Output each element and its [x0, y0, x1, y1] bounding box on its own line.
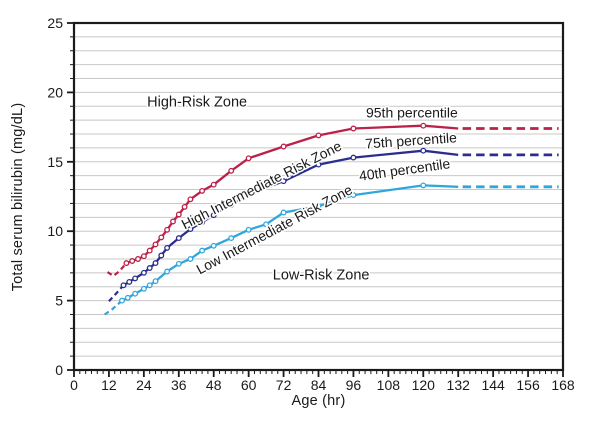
- data-point-marker: [146, 265, 153, 271]
- x-tick-label: 48: [206, 377, 222, 393]
- x-tick-label: 96: [346, 377, 362, 393]
- x-tick-label: 144: [481, 377, 505, 393]
- data-point-marker: [210, 181, 217, 188]
- data-point-marker: [135, 256, 141, 262]
- series-95th-percentile: [106, 122, 559, 278]
- data-point-marker: [119, 297, 125, 304]
- annotations: High-Risk Zone High Intermediate Risk Zon…: [146, 93, 460, 285]
- series-40th-leading-dash: [103, 299, 123, 316]
- low-risk-zone-label: Low-Risk Zone: [273, 267, 370, 283]
- data-point-marker: [199, 187, 206, 194]
- series-40th-percentile: [103, 182, 559, 316]
- high-intermediate-risk-zone-label: High Intermediate Risk Zone: [179, 137, 345, 232]
- y-tick-label: 25: [47, 15, 63, 31]
- data-point-marker: [228, 167, 235, 174]
- y-tick-label: 15: [47, 154, 63, 170]
- data-point-marker: [132, 290, 139, 297]
- x-tick-label: 108: [377, 377, 401, 393]
- x-tick-label: 72: [276, 377, 292, 393]
- y-axis-title: Total serum bilirubin (mg/dL): [10, 102, 26, 292]
- high-risk-zone-label: High-Risk Zone: [147, 95, 247, 111]
- y-tick-label: 20: [47, 84, 63, 100]
- series-95th-leading-dash: [106, 262, 128, 278]
- series-75th-leading-dash: [108, 284, 125, 303]
- data-point-marker: [315, 203, 322, 210]
- data-point-marker: [280, 143, 287, 150]
- data-point-marker: [187, 256, 194, 262]
- data-point-marker: [315, 161, 322, 168]
- data-point-marker: [245, 155, 252, 162]
- data-point-marker: [132, 275, 139, 282]
- data-point-marker: [181, 203, 188, 210]
- series-75th-percentile: [108, 147, 559, 303]
- x-tick-label: 132: [447, 377, 471, 393]
- data-point-marker: [210, 212, 217, 219]
- y-tick-label: 0: [55, 362, 63, 378]
- data-point-marker: [175, 211, 182, 218]
- x-tick-label: 24: [136, 377, 152, 393]
- percentile-95-label: 95th percentile: [366, 105, 458, 121]
- data-point-marker: [280, 178, 287, 185]
- y-tick-label: 10: [47, 223, 63, 239]
- tick-labels: 0 12 24 36 48 60 72 84 96 108 120 132 144 156 168 0 5 10 1…: [47, 15, 574, 393]
- data-point-marker: [146, 282, 153, 289]
- data-point-marker: [152, 241, 159, 248]
- data-point-marker: [175, 260, 182, 267]
- axis-ticks: [67, 22, 564, 377]
- data-point-marker: [164, 268, 171, 275]
- data-point-marker: [158, 252, 165, 259]
- data-point-marker: [187, 196, 194, 203]
- data-point-marker: [245, 191, 252, 198]
- data-point-marker: [140, 253, 147, 260]
- data-point-marker: [140, 285, 147, 292]
- low-intermediate-risk-zone-label: Low Intermediate Risk Zone: [193, 181, 355, 277]
- data-point-marker: [199, 219, 206, 226]
- data-point-marker: [350, 125, 357, 132]
- data-point-marker: [124, 294, 131, 301]
- data-point-marker: [228, 201, 235, 208]
- data-point-marker: [158, 234, 165, 241]
- x-tick-label: 36: [171, 377, 187, 393]
- data-point-marker: [315, 132, 322, 139]
- data-point-marker: [420, 182, 427, 189]
- data-point-marker: [164, 226, 171, 233]
- data-point-marker: [228, 235, 235, 242]
- data-point-marker: [164, 244, 171, 251]
- data-point-marker: [350, 192, 357, 199]
- data-point-marker: [350, 154, 357, 161]
- data-point-marker: [175, 235, 182, 242]
- data-point-marker: [263, 221, 270, 228]
- data-point-marker: [280, 209, 287, 216]
- gridlines: [74, 36, 563, 357]
- data-point-marker: [420, 122, 427, 129]
- data-point-marker: [129, 258, 136, 264]
- x-tick-label: 0: [70, 377, 78, 393]
- x-tick-label: 156: [516, 377, 540, 393]
- y-tick-label: 5: [55, 293, 63, 309]
- x-axis-title: Age (hr): [291, 393, 346, 409]
- data-point-marker: [199, 247, 206, 254]
- data-point-marker: [126, 278, 133, 285]
- x-tick-label: 120: [412, 377, 436, 393]
- x-tick-label: 168: [551, 377, 575, 393]
- data-point-marker: [245, 226, 252, 233]
- data-point-marker: [152, 278, 159, 285]
- data-point-marker: [210, 242, 217, 249]
- data-point-marker: [170, 218, 176, 225]
- x-tick-label: 84: [311, 377, 327, 393]
- data-point-marker: [187, 226, 194, 233]
- data-point-marker: [123, 260, 130, 267]
- data-point-marker: [120, 282, 127, 289]
- data-point-marker: [152, 260, 159, 267]
- data-point-marker: [146, 247, 153, 254]
- percentile-40-label: 40th percentile: [358, 155, 451, 184]
- x-tick-label: 60: [241, 377, 257, 393]
- x-tick-label: 12: [101, 377, 117, 393]
- data-point-marker: [420, 147, 427, 154]
- data-point-marker: [140, 269, 147, 276]
